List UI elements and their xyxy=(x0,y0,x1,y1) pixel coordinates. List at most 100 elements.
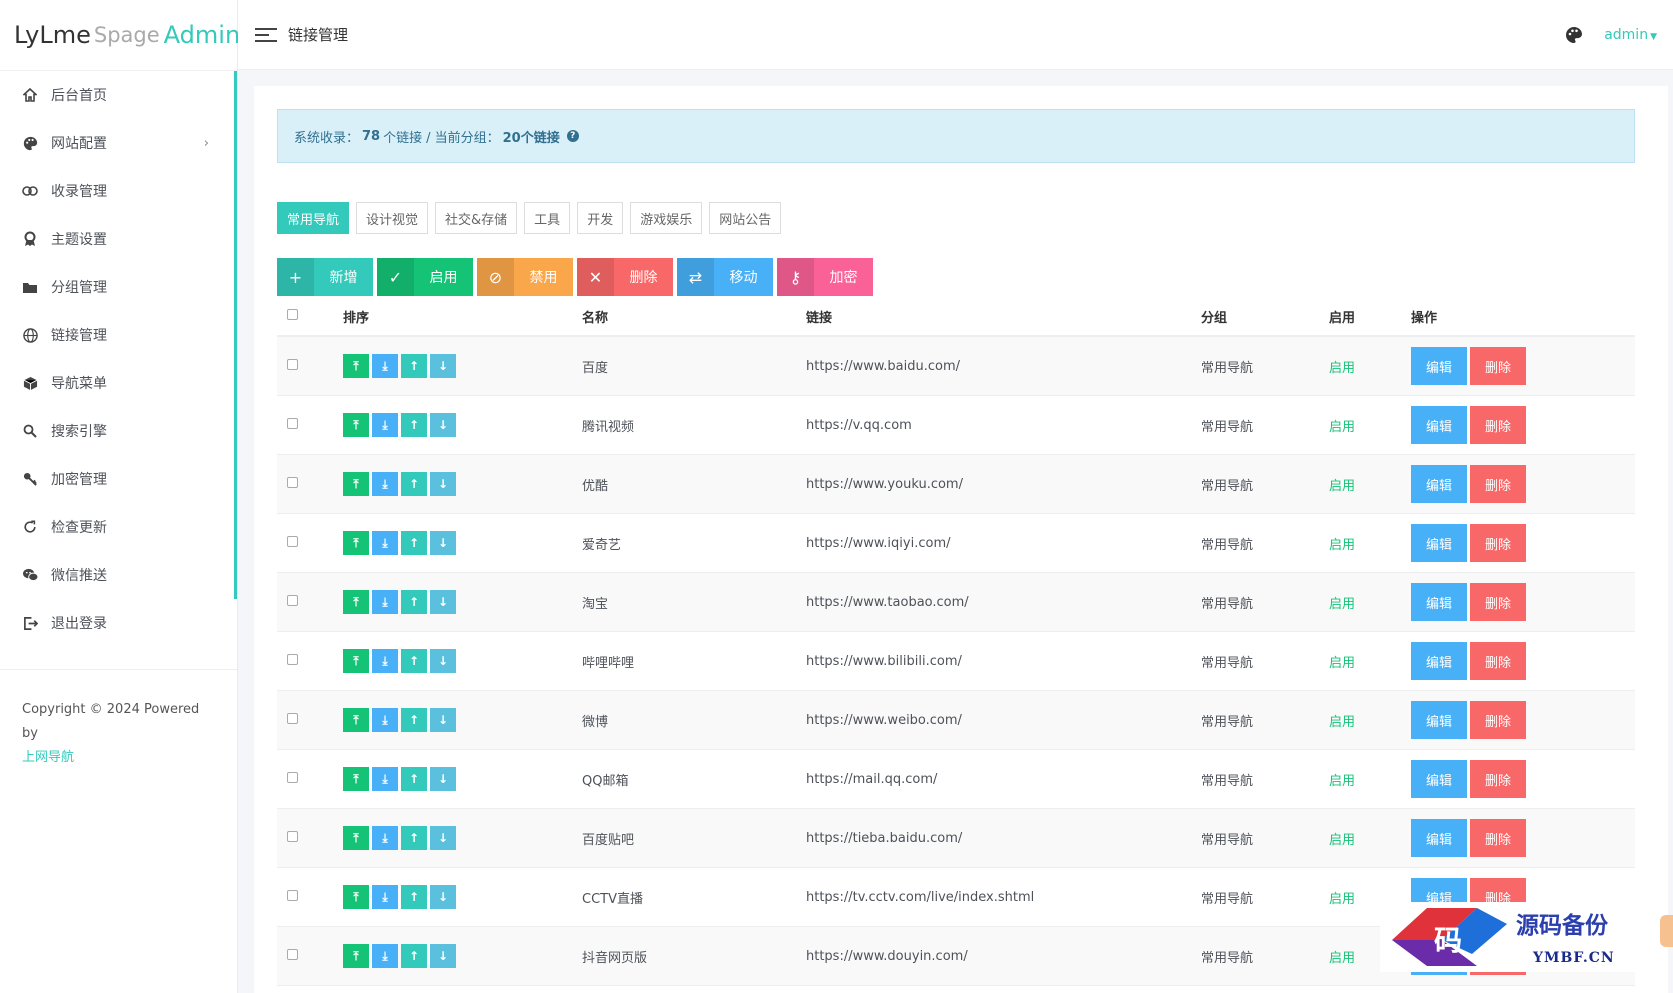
move-top-icon[interactable]: ⤒ xyxy=(343,649,369,673)
copyright-link[interactable]: 上网导航 xyxy=(22,750,75,765)
tab-group-7[interactable]: 网站公告 xyxy=(709,202,782,234)
row-checkbox[interactable] xyxy=(287,889,298,901)
row-checkbox[interactable] xyxy=(287,712,298,724)
sidebar-item-5[interactable]: 分组管理 xyxy=(0,263,237,311)
toolbar-button-ban[interactable]: ⊘ 禁用 xyxy=(477,258,573,296)
move-bottom-icon[interactable]: ⤓ xyxy=(372,826,398,850)
sidebar-item-1[interactable]: 后台首页 xyxy=(0,71,237,119)
sidebar-item-6[interactable]: 链接管理 xyxy=(0,311,237,359)
menu-toggle-icon[interactable] xyxy=(255,27,277,42)
toolbar-button-plus[interactable]: + 新增 xyxy=(277,258,373,296)
row-checkbox[interactable] xyxy=(287,594,298,606)
tab-group-4[interactable]: 工具 xyxy=(524,202,571,234)
edit-button[interactable]: 编辑 xyxy=(1411,819,1467,857)
arrow-down-icon[interactable]: ↓ xyxy=(430,708,456,732)
tab-group-5[interactable]: 开发 xyxy=(577,202,624,234)
sidebar-item-2[interactable]: 网站配置 › xyxy=(0,119,237,167)
row-checkbox[interactable] xyxy=(287,358,298,370)
help-icon[interactable]: ? xyxy=(566,130,579,142)
move-bottom-icon[interactable]: ⤓ xyxy=(372,649,398,673)
toolbar-button-check[interactable]: ✓ 启用 xyxy=(377,258,473,296)
row-checkbox[interactable] xyxy=(287,948,298,960)
move-bottom-icon[interactable]: ⤓ xyxy=(372,885,398,909)
toolbar-button-close[interactable]: ✕ 删除 xyxy=(577,258,673,296)
arrow-down-icon[interactable]: ↓ xyxy=(430,767,456,791)
edit-button[interactable]: 编辑 xyxy=(1411,465,1467,503)
sidebar-item-10[interactable]: 检查更新 xyxy=(0,503,237,551)
arrow-up-icon[interactable]: ↑ xyxy=(401,472,427,496)
edit-button[interactable]: 编辑 xyxy=(1411,406,1467,444)
tab-group-6[interactable]: 游戏娱乐 xyxy=(630,202,703,234)
move-top-icon[interactable]: ⤒ xyxy=(343,767,369,791)
row-checkbox[interactable] xyxy=(287,535,298,547)
delete-button[interactable]: 删除 xyxy=(1470,583,1526,621)
move-bottom-icon[interactable]: ⤓ xyxy=(372,944,398,968)
arrow-down-icon[interactable]: ↓ xyxy=(430,413,456,437)
arrow-up-icon[interactable]: ↑ xyxy=(401,708,427,732)
move-top-icon[interactable]: ⤒ xyxy=(343,590,369,614)
row-checkbox[interactable] xyxy=(287,653,298,665)
sidebar-item-11[interactable]: 微信推送 xyxy=(0,551,237,599)
edit-button[interactable]: 编辑 xyxy=(1411,524,1467,562)
move-top-icon[interactable]: ⤒ xyxy=(343,885,369,909)
arrow-up-icon[interactable]: ↑ xyxy=(401,826,427,850)
arrow-down-icon[interactable]: ↓ xyxy=(430,826,456,850)
edit-button[interactable]: 编辑 xyxy=(1411,760,1467,798)
arrow-down-icon[interactable]: ↓ xyxy=(430,531,456,555)
arrow-down-icon[interactable]: ↓ xyxy=(430,590,456,614)
arrow-up-icon[interactable]: ↑ xyxy=(401,354,427,378)
select-all-checkbox[interactable] xyxy=(287,308,298,320)
logo[interactable]: LyLme Spage Admin xyxy=(0,0,240,70)
arrow-up-icon[interactable]: ↑ xyxy=(401,767,427,791)
move-top-icon[interactable]: ⤒ xyxy=(343,531,369,555)
sidebar-item-12[interactable]: 退出登录 xyxy=(0,599,237,647)
edit-button[interactable]: 编辑 xyxy=(1411,642,1467,680)
edit-button[interactable]: 编辑 xyxy=(1411,347,1467,385)
delete-button[interactable]: 删除 xyxy=(1470,642,1526,680)
move-bottom-icon[interactable]: ⤓ xyxy=(372,354,398,378)
arrow-down-icon[interactable]: ↓ xyxy=(430,472,456,496)
move-bottom-icon[interactable]: ⤓ xyxy=(372,590,398,614)
user-menu[interactable]: admin ▼ xyxy=(1604,27,1657,43)
delete-button[interactable]: 删除 xyxy=(1470,524,1526,562)
edit-button[interactable]: 编辑 xyxy=(1411,583,1467,621)
move-top-icon[interactable]: ⤒ xyxy=(343,472,369,496)
move-bottom-icon[interactable]: ⤓ xyxy=(372,708,398,732)
sidebar-item-7[interactable]: 导航菜单 xyxy=(0,359,237,407)
tab-group-3[interactable]: 社交&存储 xyxy=(435,202,518,234)
row-checkbox[interactable] xyxy=(287,476,298,488)
row-checkbox[interactable] xyxy=(287,830,298,842)
sidebar-item-8[interactable]: 搜索引擎 xyxy=(0,407,237,455)
move-top-icon[interactable]: ⤒ xyxy=(343,944,369,968)
delete-button[interactable]: 删除 xyxy=(1470,347,1526,385)
move-top-icon[interactable]: ⤒ xyxy=(343,413,369,437)
sidebar-item-4[interactable]: 主题设置 xyxy=(0,215,237,263)
delete-button[interactable]: 删除 xyxy=(1470,465,1526,503)
row-checkbox[interactable] xyxy=(287,771,298,783)
tab-group-1[interactable]: 常用导航 xyxy=(277,202,350,234)
move-bottom-icon[interactable]: ⤓ xyxy=(372,472,398,496)
delete-button[interactable]: 删除 xyxy=(1470,701,1526,739)
arrow-down-icon[interactable]: ↓ xyxy=(430,944,456,968)
floating-side-tab[interactable] xyxy=(1660,915,1673,947)
sidebar-item-3[interactable]: 收录管理 xyxy=(0,167,237,215)
toolbar-button-move[interactable]: ⇄ 移动 xyxy=(677,258,773,296)
arrow-up-icon[interactable]: ↑ xyxy=(401,531,427,555)
arrow-up-icon[interactable]: ↑ xyxy=(401,590,427,614)
move-bottom-icon[interactable]: ⤓ xyxy=(372,767,398,791)
arrow-up-icon[interactable]: ↑ xyxy=(401,885,427,909)
move-top-icon[interactable]: ⤒ xyxy=(343,826,369,850)
move-top-icon[interactable]: ⤒ xyxy=(343,708,369,732)
delete-button[interactable]: 删除 xyxy=(1470,406,1526,444)
row-checkbox[interactable] xyxy=(287,417,298,429)
arrow-up-icon[interactable]: ↑ xyxy=(401,649,427,673)
move-bottom-icon[interactable]: ⤓ xyxy=(372,531,398,555)
arrow-up-icon[interactable]: ↑ xyxy=(401,413,427,437)
delete-button[interactable]: 删除 xyxy=(1470,819,1526,857)
move-bottom-icon[interactable]: ⤓ xyxy=(372,413,398,437)
theme-palette-icon[interactable] xyxy=(1565,26,1583,48)
tab-group-2[interactable]: 设计视觉 xyxy=(356,202,429,234)
sidebar-item-9[interactable]: 加密管理 xyxy=(0,455,237,503)
arrow-up-icon[interactable]: ↑ xyxy=(401,944,427,968)
delete-button[interactable]: 删除 xyxy=(1470,760,1526,798)
